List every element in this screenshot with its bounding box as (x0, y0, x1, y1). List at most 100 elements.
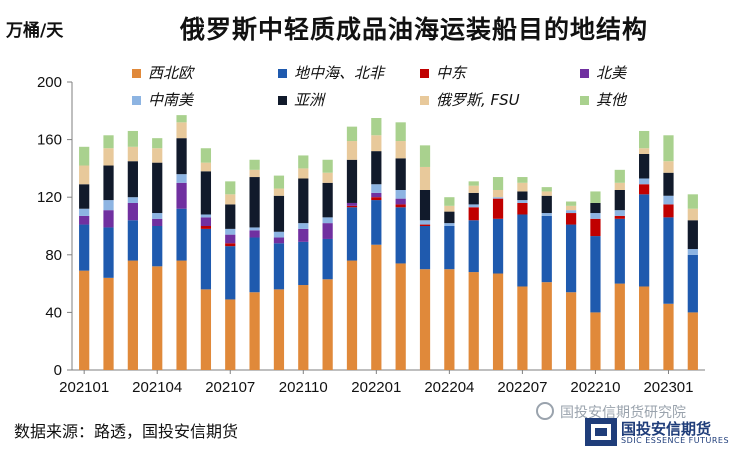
bar-segment-202207-series-4 (517, 200, 528, 203)
bar-segment-202104-series-7 (152, 138, 163, 149)
bar-segment-202106-series-2 (200, 226, 212, 229)
bar-segment-202301-series-7 (663, 135, 674, 162)
bar-segment-202203-series-0 (419, 269, 431, 370)
bar-segment-202104-series-4 (152, 213, 163, 219)
bar-segment-202205-series-6 (468, 185, 479, 193)
bar-segment-202106-series-7 (200, 148, 212, 163)
bar-segment-202110-series-0 (298, 285, 309, 370)
bar-segment-202302-series-7 (687, 194, 698, 209)
bar-segment-202112-series-1 (346, 207, 358, 261)
bar-segment-202202-series-2 (395, 204, 406, 208)
bar-segment-202202-series-4 (395, 190, 406, 199)
bar-segment-202201-series-7 (371, 118, 382, 136)
bar-segment-202204-series-7 (444, 197, 455, 206)
bar-segment-202106-series-4 (200, 214, 212, 218)
bar-segment-202105-series-3 (176, 182, 187, 209)
bar-segment-202102-series-5 (103, 165, 114, 201)
bar-segment-202208-series-4 (541, 213, 552, 216)
bar-segment-202301-series-4 (663, 195, 674, 205)
x-tick-label: 202210 (570, 379, 620, 396)
company-logo: 国投安信期货 SDIC ESSENCE FUTURES (585, 418, 745, 448)
bar-segment-202107-series-5 (225, 204, 236, 229)
bar-segment-202112-series-0 (346, 260, 358, 370)
bar-segment-202106-series-1 (200, 228, 212, 290)
bar-segment-202212-series-7 (639, 130, 650, 149)
bar-segment-202112-series-3 (346, 202, 358, 206)
bar-segment-202107-series-6 (225, 194, 236, 205)
bar-segment-202208-series-1 (541, 215, 552, 283)
bar-segment-202101-series-6 (79, 165, 90, 185)
legend-swatch-0 (132, 69, 141, 78)
bar-segment-202208-series-5 (541, 195, 552, 214)
legend-label-4: 中南美 (148, 91, 195, 109)
bar-segment-202108-series-0 (249, 292, 260, 370)
bar-segment-202203-series-1 (419, 226, 431, 270)
bar-segment-202211-series-5 (614, 190, 625, 211)
bar-segment-202106-series-5 (200, 171, 212, 215)
bar-segment-202101-series-0 (79, 270, 90, 370)
bar-segment-202110-series-3 (298, 228, 309, 242)
watermark: 国投安信期货研究院 (536, 402, 686, 422)
bar-segment-202302-series-4 (687, 249, 698, 255)
bar-segment-202302-series-5 (687, 220, 698, 250)
x-tick-label: 202101 (59, 379, 109, 396)
bar-segment-202104-series-1 (152, 226, 163, 267)
bar-segment-202208-series-7 (541, 187, 552, 192)
bar-segment-202208-series-6 (541, 191, 552, 196)
bar-segment-202107-series-1 (225, 246, 236, 300)
bar-segment-202212-series-0 (639, 286, 650, 370)
legend-label-1: 地中海、北非 (294, 64, 386, 82)
bar-segment-202201-series-6 (371, 135, 382, 152)
bar-segment-202104-series-5 (152, 162, 163, 214)
legend-swatch-3 (580, 69, 589, 78)
bar-segment-202201-series-5 (371, 151, 382, 185)
bar-segment-202211-series-7 (614, 169, 625, 183)
bar-segment-202202-series-0 (395, 263, 406, 370)
bar-segment-202211-series-2 (614, 215, 625, 219)
bar-segment-202201-series-2 (371, 197, 382, 201)
bar-segment-202103-series-6 (127, 146, 138, 162)
bar-segment-202211-series-4 (614, 210, 625, 216)
bar-segment-202211-series-0 (614, 283, 625, 370)
y-tick-label: 200 (37, 74, 62, 91)
bar-segment-202201-series-3 (371, 192, 382, 198)
bar-segment-202208-series-0 (541, 282, 552, 370)
bar-segment-202104-series-0 (152, 266, 163, 370)
bar-segment-202111-series-3 (322, 223, 333, 239)
bar-segment-202101-series-1 (79, 224, 90, 271)
bar-segment-202105-series-1 (176, 208, 187, 261)
bar-segment-202112-series-6 (346, 141, 358, 160)
bar-segment-202202-series-7 (395, 122, 406, 142)
bar-segment-202107-series-3 (225, 234, 236, 244)
bar-segment-202108-series-7 (249, 159, 260, 170)
bar-segment-202301-series-2 (663, 204, 674, 218)
y-axis-unit-label: 万桶/天 (6, 21, 64, 41)
bar-segment-202104-series-3 (152, 218, 163, 226)
bar-segment-202212-series-4 (639, 178, 650, 185)
bar-segment-202108-series-1 (249, 237, 260, 293)
bar-segment-202102-series-7 (103, 135, 114, 149)
bar-segment-202105-series-5 (176, 138, 187, 175)
bar-segment-202107-series-7 (225, 181, 236, 195)
bar-segment-202202-series-5 (395, 158, 406, 190)
bar-segment-202105-series-0 (176, 260, 187, 370)
bar-segment-202210-series-0 (590, 312, 601, 370)
x-tick-label: 202104 (132, 379, 182, 396)
y-tick-label: 80 (45, 247, 62, 264)
legend-swatch-4 (132, 96, 141, 105)
bar-segment-202210-series-2 (590, 218, 601, 237)
bar-segment-202101-series-4 (79, 208, 90, 216)
bar-segment-202107-series-0 (225, 299, 236, 370)
bar-segment-202107-series-2 (225, 243, 236, 247)
bar-segment-202103-series-7 (127, 130, 138, 147)
bar-segment-202206-series-7 (492, 177, 504, 190)
x-tick-label: 202204 (424, 379, 474, 396)
bar-segment-202301-series-0 (663, 303, 674, 370)
legend-label-3: 北美 (596, 64, 628, 82)
bar-segment-202204-series-4 (444, 223, 455, 226)
bar-segment-202207-series-7 (517, 177, 528, 183)
bar-segment-202205-series-5 (468, 192, 479, 205)
bar-segment-202103-series-0 (127, 260, 138, 370)
bar-segment-202102-series-3 (103, 210, 114, 228)
